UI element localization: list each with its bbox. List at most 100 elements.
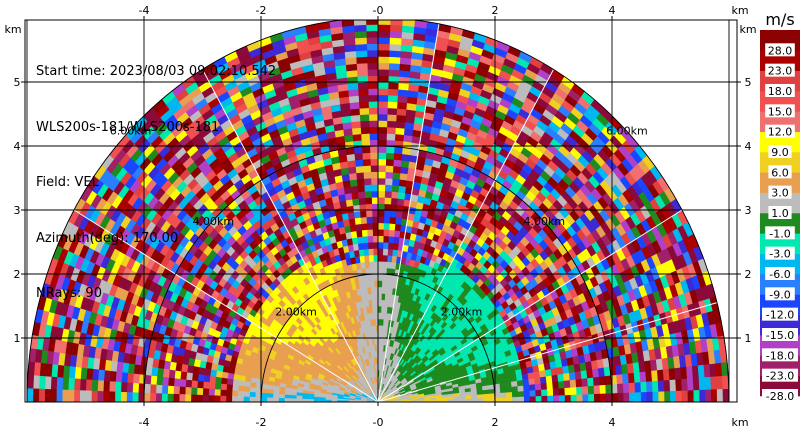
velocity-cell	[79, 378, 87, 392]
velocity-cell	[97, 380, 105, 392]
velocity-cell	[56, 377, 64, 391]
velocity-cell	[109, 370, 117, 383]
velocity-cell	[232, 379, 240, 387]
velocity-cell	[213, 389, 221, 397]
velocity-cell	[669, 378, 677, 392]
velocity-cell	[368, 260, 375, 269]
velocity-cell	[383, 222, 390, 230]
velocity-cell	[369, 139, 379, 147]
velocity-cell	[397, 185, 407, 194]
velocity-cell	[350, 120, 361, 129]
velocity-cell	[377, 43, 390, 51]
velocity-cell	[90, 390, 98, 402]
velocity-cell	[172, 393, 180, 402]
velocity-cell	[377, 152, 387, 160]
velocity-cell	[284, 398, 291, 402]
velocity-cell	[387, 248, 394, 256]
velocity-cell	[581, 377, 589, 387]
velocity-cell	[391, 178, 400, 186]
velocity-cell	[564, 386, 572, 396]
velocity-cell	[150, 375, 158, 386]
velocity-cell	[687, 389, 695, 402]
velocity-cell	[394, 217, 402, 225]
velocity-cell	[593, 384, 601, 395]
velocity-cell	[364, 196, 373, 205]
velocity-cell	[351, 197, 360, 206]
velocity-cell	[386, 120, 397, 128]
velocity-cell	[488, 397, 496, 402]
velocity-cell	[384, 164, 394, 173]
velocity-cell	[373, 267, 379, 275]
velocity-cell	[547, 394, 554, 402]
velocity-cell	[238, 380, 246, 387]
velocity-cell	[388, 222, 396, 231]
velocity-cell	[355, 165, 364, 174]
velocity-cell	[377, 177, 386, 185]
velocity-cell	[357, 190, 366, 199]
velocity-cell	[184, 386, 192, 396]
velocity-cell	[494, 392, 502, 398]
velocity-cell	[387, 94, 398, 103]
velocity-cell	[356, 62, 368, 71]
velocity-cell	[369, 158, 379, 166]
velocity-cell	[362, 158, 371, 167]
velocity-cell	[214, 376, 222, 385]
velocity-cell	[185, 379, 193, 389]
velocity-cell	[126, 372, 134, 384]
velocity-cell	[511, 390, 519, 398]
velocity-cell	[178, 394, 186, 402]
velocity-cell	[366, 56, 379, 64]
velocity-cell	[353, 210, 361, 219]
velocity-cell	[386, 254, 393, 263]
velocity-cell	[506, 391, 513, 398]
velocity-cell	[686, 377, 695, 391]
velocity-cell	[174, 370, 182, 380]
velocity-cell	[380, 299, 385, 307]
velocity-cell	[355, 49, 368, 58]
velocity-cell	[377, 171, 386, 179]
velocity-cell	[377, 228, 384, 237]
velocity-cell	[380, 292, 386, 301]
velocity-cell	[73, 378, 81, 391]
velocity-cell	[623, 392, 630, 402]
velocity-cell	[168, 369, 176, 379]
velocity-cell	[628, 382, 636, 393]
velocity-cell	[383, 196, 392, 205]
velocity-cell	[395, 210, 403, 219]
velocity-cell	[372, 241, 379, 249]
velocity-cell	[385, 158, 394, 167]
velocity-cell	[387, 88, 399, 96]
velocity-cell	[517, 396, 525, 402]
velocity-cell	[85, 379, 93, 392]
velocity-cell	[363, 177, 372, 186]
velocity-cell	[587, 376, 595, 387]
velocity-cell	[634, 391, 642, 402]
velocity-cell	[384, 171, 394, 179]
velocity-cell	[149, 384, 157, 394]
velocity-cell	[225, 395, 233, 402]
velocity-cell	[383, 209, 391, 218]
velocity-cell	[91, 379, 99, 392]
velocity-cell	[365, 216, 373, 224]
velocity-cell	[377, 280, 383, 288]
velocity-cell	[237, 396, 244, 402]
velocity-cell	[248, 396, 256, 402]
velocity-cell	[382, 241, 389, 250]
velocity-cell	[386, 126, 396, 135]
velocity-cell	[367, 235, 374, 243]
velocity-cell	[368, 126, 379, 134]
velocity-cell	[386, 133, 396, 141]
velocity-cell	[523, 390, 531, 397]
velocity-cell	[681, 377, 689, 391]
velocity-cell	[243, 396, 250, 402]
velocity-cell	[546, 381, 554, 390]
velocity-cell	[395, 204, 404, 213]
velocity-cell	[161, 376, 169, 387]
velocity-cell	[358, 101, 369, 109]
velocity-cell	[356, 184, 365, 193]
velocity-cell	[540, 382, 548, 390]
velocity-cell	[67, 377, 75, 391]
velocity-cell	[196, 394, 203, 402]
velocity-cell	[377, 292, 382, 301]
velocity-cell	[381, 280, 387, 288]
